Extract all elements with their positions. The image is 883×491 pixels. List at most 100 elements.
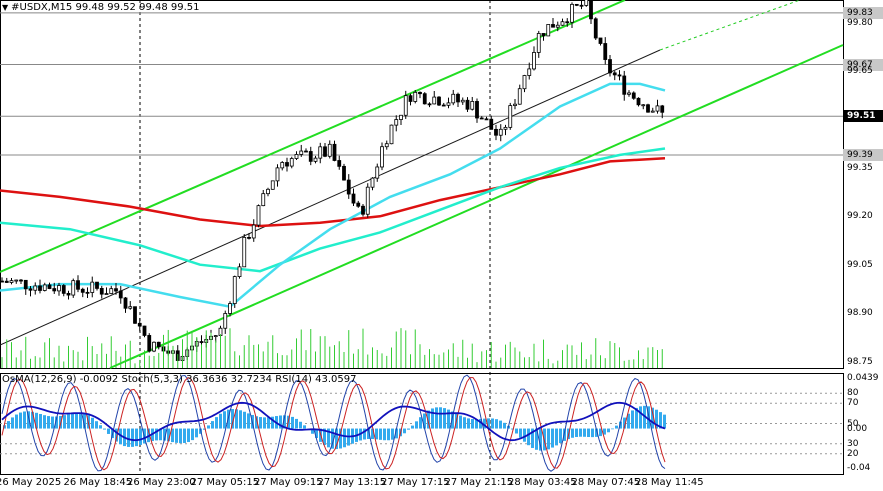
osma-bar	[655, 409, 658, 429]
price-axis-label: 99.65	[847, 66, 873, 77]
candle-body	[532, 52, 536, 70]
candle-body	[228, 303, 232, 314]
candle-body	[508, 105, 513, 128]
candle-body	[199, 341, 204, 343]
osma-bar	[575, 428, 578, 437]
candle-body	[361, 205, 365, 215]
osma-bar	[535, 428, 538, 450]
candle-body	[422, 93, 427, 105]
osma-bar	[403, 428, 406, 434]
candle-body	[332, 143, 337, 161]
osma-bar	[43, 415, 46, 429]
osma-bar	[191, 428, 194, 441]
osma-bar	[415, 421, 418, 429]
osma-bar	[551, 428, 554, 448]
candle-body	[465, 99, 470, 110]
osma-bar	[603, 428, 606, 435]
candle-body	[375, 166, 380, 179]
candle-body	[365, 186, 370, 215]
osma-bar	[371, 428, 374, 439]
osma-bar	[463, 417, 466, 429]
time-axis-label: 26 May 23:00	[127, 477, 196, 488]
osma-bar	[315, 428, 318, 438]
candle-body	[551, 24, 555, 28]
osma-bar	[327, 428, 330, 448]
candle-body	[589, 0, 593, 20]
osma-bar	[523, 428, 526, 442]
candle-body	[513, 103, 517, 106]
candle-body	[247, 237, 251, 239]
osma-bar	[159, 428, 162, 441]
candle-body	[413, 91, 418, 102]
osma-bar	[439, 407, 442, 429]
osma-bar	[435, 407, 438, 429]
candle-body	[351, 193, 356, 204]
candle-body	[0, 280, 4, 283]
osma-bar	[419, 417, 422, 429]
price-axis-label: 99.67	[843, 58, 883, 71]
osma-bar	[391, 428, 394, 440]
channel-middle-line	[0, 49, 661, 346]
candle-body	[427, 103, 432, 106]
indicator-axis-label: 80	[847, 388, 859, 399]
candle-body	[256, 205, 261, 226]
osma-bar	[511, 428, 514, 430]
candle-body	[475, 101, 479, 119]
osma-bar	[451, 411, 454, 429]
dropdown-arrow-icon[interactable]: ▼	[2, 3, 9, 12]
chart-title: ▼ #USDX,M15 99.48 99.52 99.48 99.51	[2, 2, 200, 13]
osma-bar	[23, 411, 26, 429]
osma-bar	[387, 428, 390, 441]
osma-bar	[247, 413, 250, 429]
osma-bar	[139, 428, 142, 445]
osma-bar	[651, 407, 654, 429]
candle-body	[380, 146, 384, 168]
symbol-ohlc-label: #USDX,M15 99.48 99.52 99.48 99.51	[11, 2, 200, 13]
candle-body	[451, 93, 456, 104]
candle-body	[275, 167, 280, 182]
osma-bar	[155, 428, 158, 441]
candle-body	[223, 313, 228, 329]
indicator-title: OsMA(12,26,9) -0.0092 Stoch(5,3,3) 36.36…	[2, 374, 357, 385]
osma-bar	[255, 416, 258, 429]
time-axis-label: 26 May 18:45	[63, 477, 133, 488]
osma-bar	[183, 428, 186, 443]
candle-body	[541, 33, 546, 37]
candle-body	[456, 93, 460, 103]
osma-bar	[27, 411, 30, 429]
candle-body	[232, 276, 237, 304]
time-axis-label: 28 May 03:45	[508, 477, 577, 488]
osma-bar	[95, 421, 98, 429]
candle-body	[123, 297, 128, 309]
price-axis-label: 99.80	[847, 17, 873, 28]
osma-bar	[599, 428, 602, 437]
osma-bar	[171, 428, 174, 443]
candle-body	[61, 285, 66, 294]
osma-bar	[267, 417, 270, 429]
osma-bar	[131, 428, 134, 447]
candle-body	[370, 177, 375, 188]
osma-bar	[311, 428, 314, 434]
osma-bar	[647, 406, 650, 429]
price-axis-label: 99.83	[843, 6, 883, 19]
candle-body	[646, 104, 650, 113]
osma-bar	[235, 409, 238, 429]
candle-body	[574, 3, 579, 6]
rsi-line	[1, 401, 666, 442]
osma-bar	[479, 418, 482, 429]
candle-body	[289, 158, 294, 167]
osma-bar	[467, 418, 470, 429]
candle-body	[608, 59, 612, 74]
osma-bar	[115, 428, 118, 442]
osma-bar	[127, 428, 130, 447]
channel-upper-line	[0, 0, 626, 273]
candle-body	[446, 102, 451, 106]
candle-body	[389, 124, 394, 145]
indicator-axis-label: -0.04	[847, 463, 871, 473]
osma-bar	[539, 428, 542, 451]
osma-bar	[527, 428, 530, 446]
candle-body	[498, 128, 503, 136]
osma-bar	[79, 412, 82, 429]
